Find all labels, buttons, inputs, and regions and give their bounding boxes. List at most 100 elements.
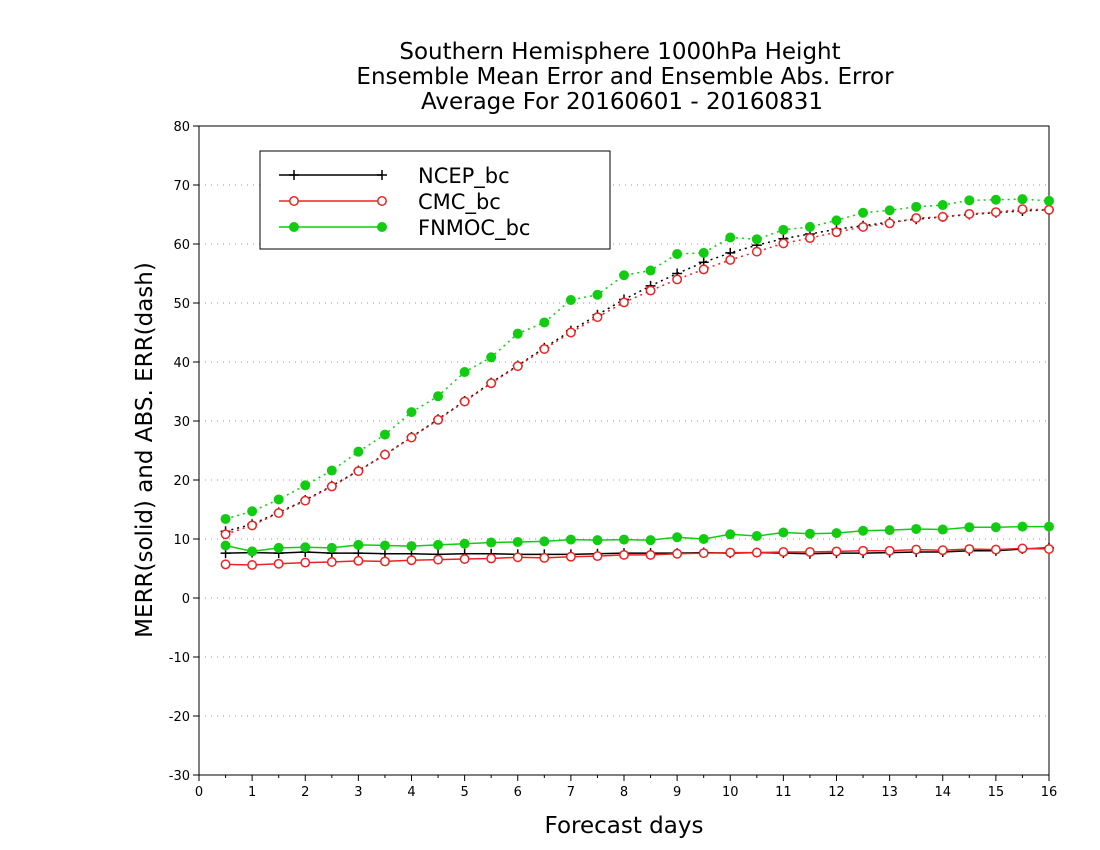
y-tick-label-11: 80 [173,120,190,135]
fnmoc-bc-merr-point [1017,521,1028,532]
x-tick-label-10: 10 [722,785,739,800]
legend-marker-ncep-bc [289,170,299,180]
y-tick-label-4: 10 [173,533,190,548]
cmc-bc-merr-point [725,547,736,558]
fnmoc-bc-merr-point [565,534,576,545]
cmc-bc-abs-err-point [220,529,231,540]
fnmoc-bc-abs-err-point [725,232,736,243]
cmc-bc-abs-err-point [459,396,470,407]
cmc-bc-merr-line [225,547,1050,566]
cmc-bc-merr-point [672,548,683,559]
fnmoc-bc-merr-point [751,531,762,542]
y-tick-label-2: -10 [169,651,190,666]
x-tick-label-6: 6 [514,785,522,800]
cmc-bc-abs-err-point [565,327,576,338]
fnmoc-bc-merr-point [725,529,736,540]
fnmoc-bc-abs-err-point [1017,194,1028,205]
fnmoc-bc-merr-point [698,534,709,544]
cmc-bc-abs-err-point [937,211,948,222]
cmc-bc-abs-err-point [592,312,603,323]
cmc-bc-merr-point [273,558,284,569]
fnmoc-bc-merr-point [512,536,523,547]
fnmoc-bc-merr-point [433,539,444,550]
ncep-bc-merr-line [225,547,1050,556]
legend-marker-ncep-bc [377,170,387,180]
cmc-bc-merr-point [379,556,390,567]
fnmoc-bc-abs-err-point [990,194,1001,205]
cmc-bc-abs-err-line [225,208,1050,535]
x-tick-label-3: 3 [354,785,362,800]
cmc-bc-abs-err-point [804,233,815,244]
fnmoc-bc-abs-err-point [858,207,869,218]
fnmoc-bc-abs-err-point [220,513,231,524]
cmc-bc-merr-point [964,544,975,554]
legend-label-ncep-bc: NCEP_bc [418,164,510,189]
cmc-bc-merr-point [990,544,1001,555]
cmc-bc-merr-point [300,557,311,568]
fnmoc-bc-abs-err-point [645,265,656,276]
cmc-bc-abs-err-point [778,238,789,249]
fnmoc-bc-abs-err-point [884,205,895,216]
cmc-bc-abs-err-point [672,274,683,285]
fnmoc-bc-merr-point [539,536,550,547]
y-tick-label-5: 20 [173,474,190,489]
fnmoc-bc-merr-point [379,540,390,551]
fnmoc-bc-abs-err-point [937,200,948,211]
title-line-2: Ensemble Mean Error and Ensemble Abs. Er… [356,64,894,90]
cmc-bc-merr-point [220,559,231,570]
fnmoc-bc-abs-err-point [565,295,576,306]
fnmoc-bc-merr-point [858,525,869,536]
cmc-bc-abs-err-point [406,432,417,443]
cmc-bc-merr-point [645,549,656,560]
grid-lines [199,184,1049,717]
fnmoc-bc-merr-point [619,534,629,545]
series-lines [225,198,1050,566]
fnmoc-bc-merr-point [884,525,895,536]
cmc-bc-abs-err-point [247,520,258,531]
legend-marker-fnmoc-bc [289,222,299,232]
cmc-bc-merr-point [619,549,629,560]
fnmoc-bc-merr-point [326,542,337,553]
cmc-bc-merr-point [804,547,815,557]
y-tick-label-8: 50 [173,297,190,312]
cmc-bc-abs-err-point [911,213,922,223]
fnmoc-bc-abs-err-point [751,234,762,245]
cmc-bc-abs-err-point [1044,204,1054,215]
legend-label-cmc-bc: CMC_bc [418,190,501,215]
fnmoc-bc-merr-point [459,538,470,549]
y-tick-label-7: 40 [173,356,190,371]
x-tick-label-5: 5 [460,785,468,800]
y-tick-label-3: 0 [182,592,190,607]
x-tick-label-7: 7 [567,785,575,800]
cmc-bc-abs-err-point [751,246,762,257]
cmc-bc-merr-point [565,551,576,562]
x-tick-label-14: 14 [934,785,951,800]
fnmoc-bc-abs-err-point [672,249,683,260]
cmc-bc-merr-point [884,545,895,556]
fnmoc-bc-abs-err-point [911,201,922,212]
legend-marker-fnmoc-bc [377,222,387,232]
cmc-bc-merr-point [353,555,364,566]
x-tick-label-13: 13 [881,785,898,800]
cmc-bc-merr-point [698,548,709,559]
cmc-bc-merr-point [459,554,470,565]
cmc-bc-abs-err-point [858,221,869,232]
fnmoc-bc-abs-err-point [326,465,337,476]
fnmoc-bc-abs-err-point [831,215,842,226]
fnmoc-bc-abs-err-point [539,317,550,328]
fnmoc-bc-merr-point [406,541,417,552]
cmc-bc-abs-err-point [353,466,364,477]
title-line-3: Average For 20160601 - 20160831 [421,89,823,115]
fnmoc-bc-merr-point [964,522,975,533]
series-markers [220,194,1054,570]
fnmoc-bc-abs-err-point [486,352,497,363]
x-axis-label: Forecast days [545,813,704,839]
cmc-bc-abs-err-point [884,218,895,229]
fnmoc-bc-merr-point [778,527,789,538]
y-tick-label-9: 60 [173,238,190,253]
cmc-bc-merr-point [592,551,603,562]
cmc-bc-merr-point [831,546,842,557]
fnmoc-bc-abs-err-point [698,247,709,258]
cmc-bc-abs-err-point [539,344,550,354]
